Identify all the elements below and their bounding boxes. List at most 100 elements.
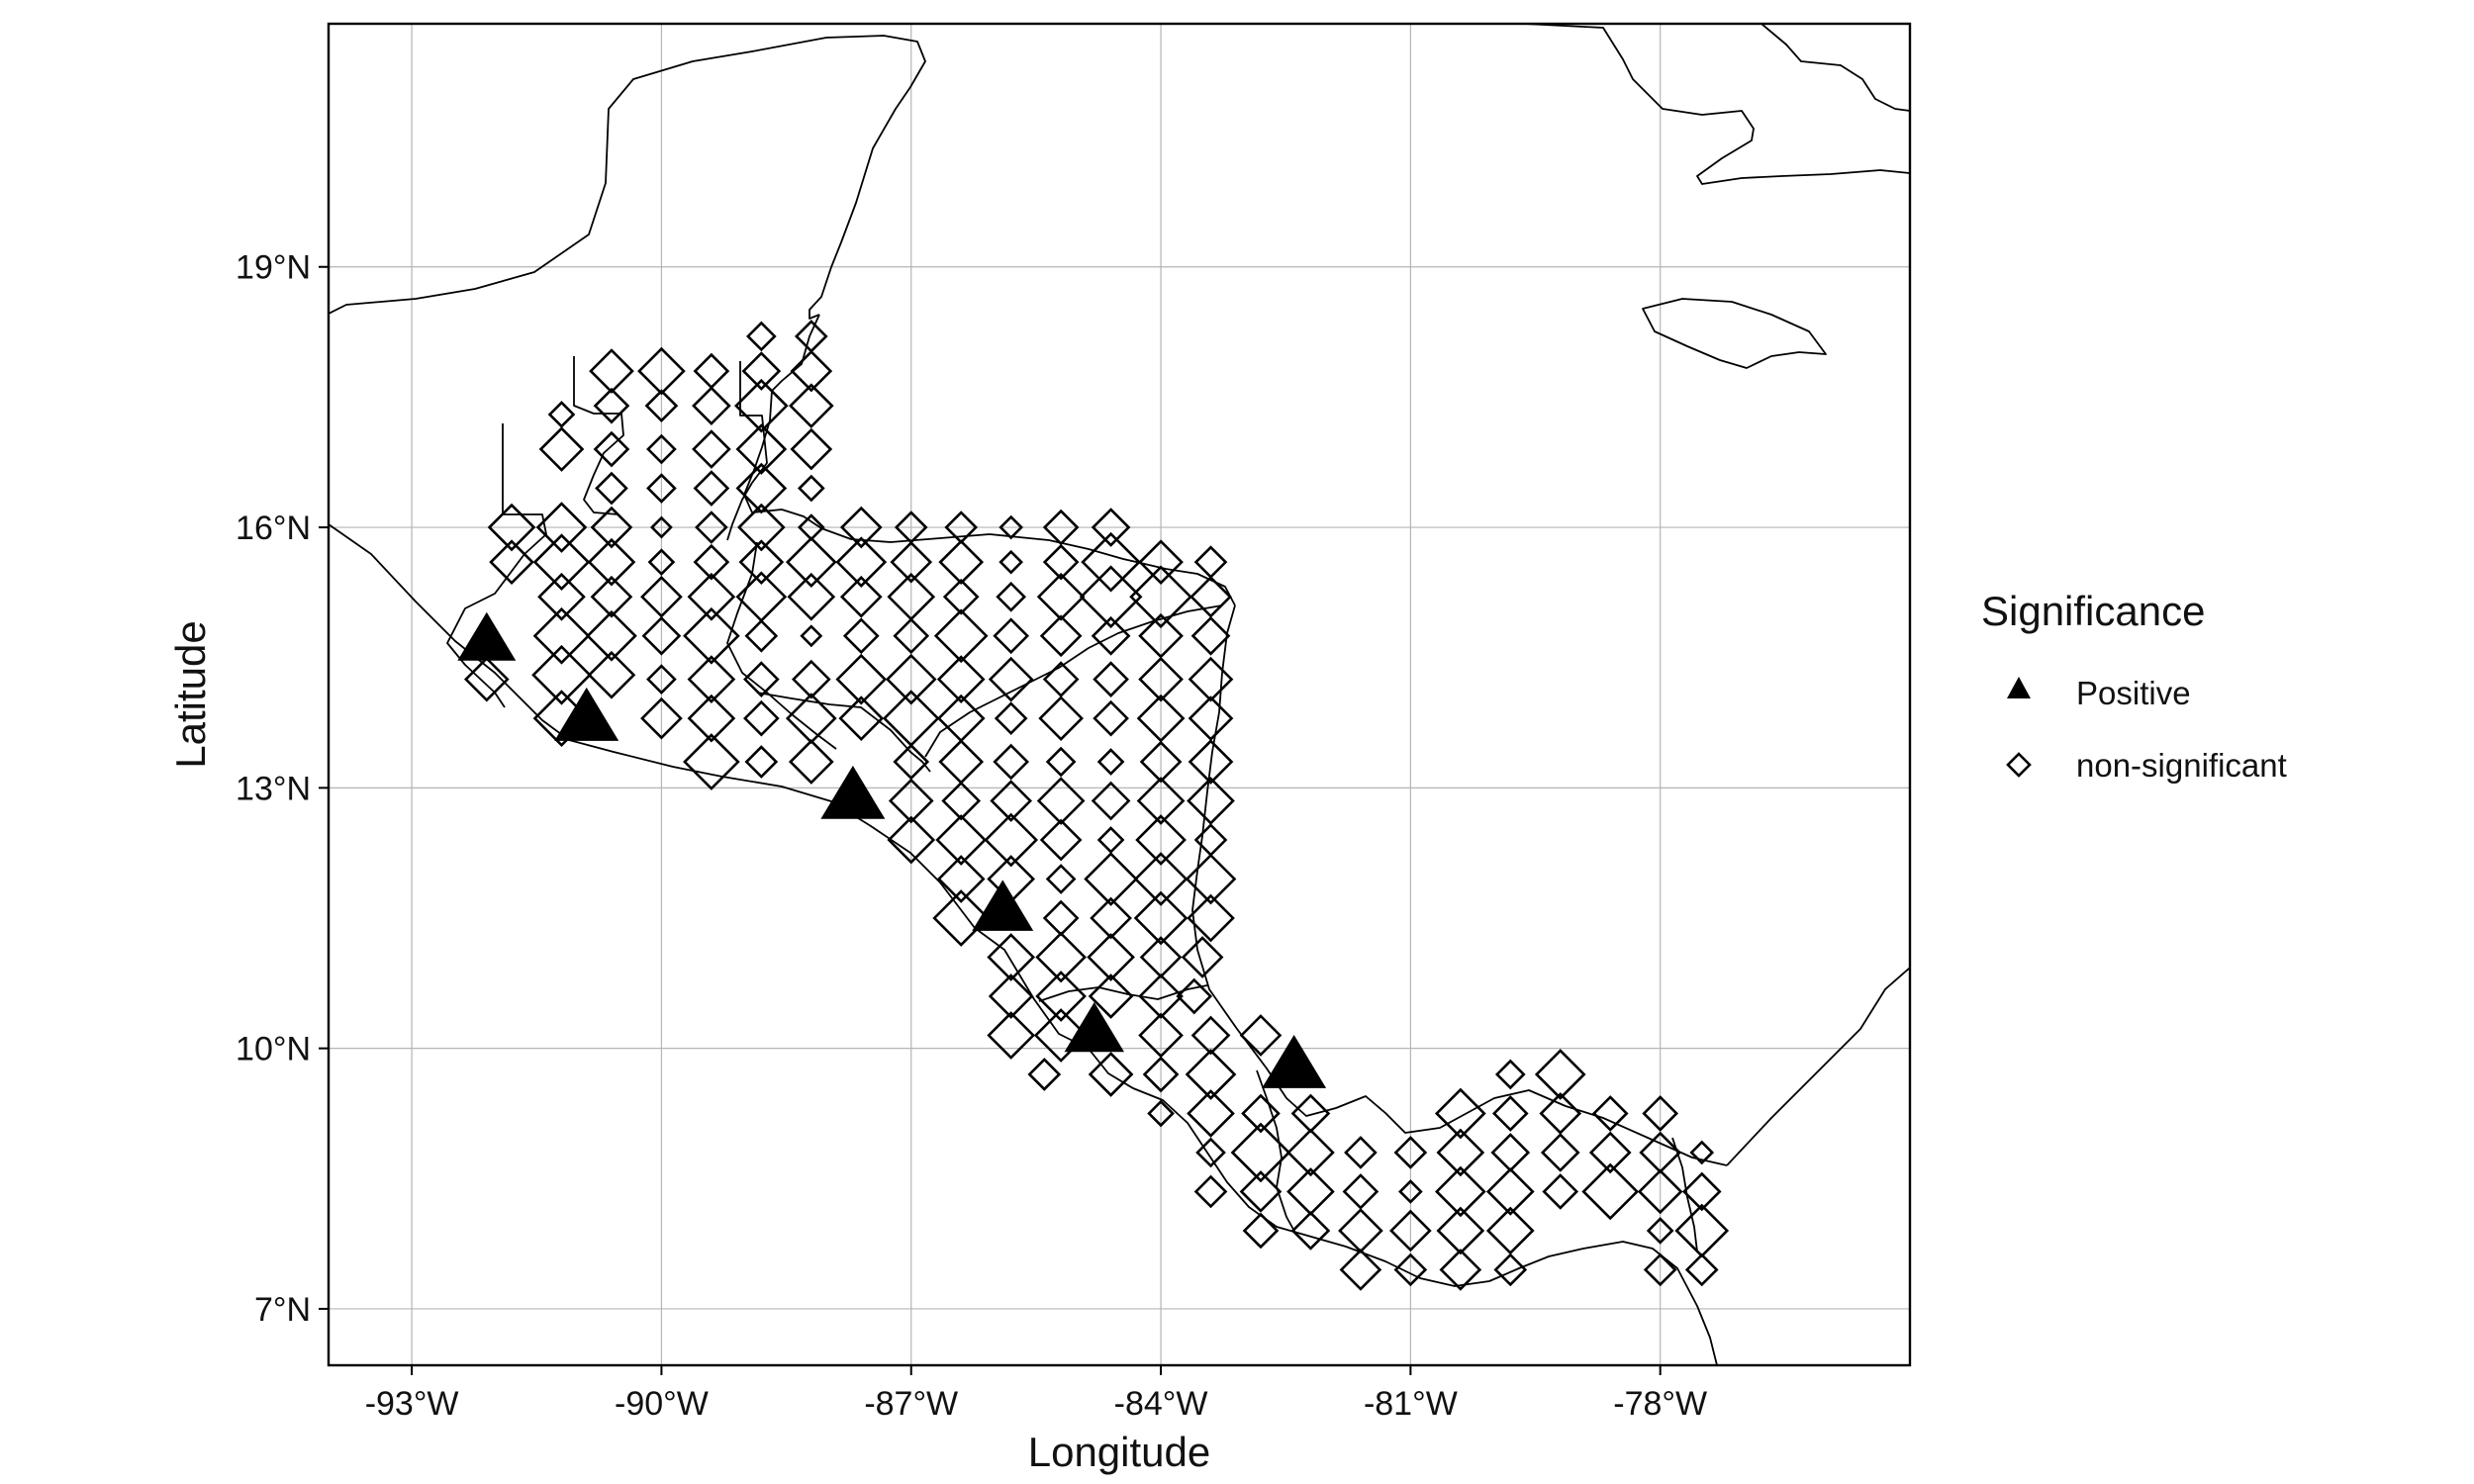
nonsig-diamond-marker [1045, 864, 1077, 894]
nonsig-diamond-marker [734, 378, 789, 433]
y-tick-label: 16°N [236, 510, 311, 547]
nonsig-diamond-marker [1534, 1049, 1586, 1100]
nonsig-diamond-marker [1436, 1206, 1485, 1255]
y-tick-label: 7°N [254, 1291, 311, 1329]
gridlines [329, 24, 1910, 1365]
positive-triangle-marker [554, 687, 619, 741]
y-axis: 7°N 10°N 13°N 16°N 19°N [236, 249, 329, 1329]
nonsig-diamond-marker [647, 548, 676, 576]
nonsig-diamond-marker [788, 739, 834, 785]
nonsig-diamond-marker [1190, 615, 1231, 656]
nonsig-diamond-marker [987, 933, 1036, 981]
nonsig-diamond-marker [1241, 1093, 1281, 1134]
nonsig-diamond-marker [1035, 931, 1087, 983]
nonsig-diamond-marker [687, 655, 736, 703]
nonsig-diamond-marker [1493, 1252, 1528, 1287]
nonsig-diamond-marker [695, 510, 728, 544]
nonsig-diamond-marker [1042, 661, 1080, 697]
nonsig-diamond-marker [1389, 1209, 1432, 1252]
nonsig-diamond-marker [1591, 1095, 1629, 1132]
nonsig-diamond-marker [1485, 1167, 1535, 1216]
nonsig-diamond-marker [1239, 1014, 1283, 1057]
nonsig-diamond-marker [1542, 1173, 1579, 1210]
nonsig-diamond-marker [890, 540, 933, 584]
nonsig-diamond-marker [888, 778, 934, 824]
nonsig-diamond-marker [938, 539, 985, 585]
nonsig-diamond-marker [744, 618, 779, 653]
nonsig-diamond-marker [1135, 814, 1187, 866]
nonsig-diamond-marker [637, 346, 686, 396]
nonsig-diamond-marker [1439, 1249, 1482, 1291]
nonsig-diamond-marker [1035, 971, 1087, 1022]
nonsig-diamond-marker [595, 471, 628, 506]
border-costa-rica-panama [1256, 1069, 1297, 1236]
nonsig-diamond-marker [842, 617, 880, 655]
nonsig-diamond-marker [743, 699, 780, 737]
nonsig-diamond-marker [687, 572, 736, 621]
nonsig-diamond-marker [1187, 777, 1235, 825]
nonsig-diamond-marker [885, 653, 937, 705]
nonsig-diamond-marker [1187, 1089, 1235, 1138]
x-tick-label: -81°W [1364, 1385, 1458, 1423]
nonsig-diamond-marker [1079, 565, 1143, 629]
positive-markers [457, 611, 1327, 1088]
y-tick-label: 19°N [236, 249, 311, 287]
nonsig-diamond-marker [1637, 1168, 1683, 1215]
nonsig-diamond-marker [531, 644, 592, 705]
x-axis: -93°W -90°W -87°W -84°W -81°W -78°W [365, 1365, 1707, 1423]
nonsig-diamond-marker [1096, 826, 1125, 854]
nonsig-diamond-marker [1286, 1128, 1335, 1177]
nonsig-diamond-marker [1393, 1136, 1428, 1169]
y-axis-title: Latitude [167, 620, 214, 768]
yucatan-coast [329, 35, 926, 320]
nonsig-diamond-marker [893, 617, 930, 655]
legend-nonsig-label: non-significant [2076, 747, 2287, 784]
nonsig-diamond-marker [1129, 565, 1192, 629]
nonsig-diamond-marker [941, 781, 982, 821]
nonsig-diamond-marker [1038, 696, 1084, 741]
nonsig-diamond-marker [683, 606, 740, 665]
nonsig-diamond-marker [797, 474, 825, 503]
positive-triangle-marker [1262, 1034, 1327, 1088]
cuba-coast [1523, 24, 1910, 185]
nonsig-diamond-marker [1434, 1087, 1486, 1140]
nonsig-diamond-marker [790, 349, 833, 393]
y-tick-label: 10°N [236, 1031, 311, 1068]
nonsig-diamond-marker [1239, 1170, 1283, 1213]
nonsig-diamond-marker [788, 383, 834, 429]
nonsig-diamond-marker [1042, 543, 1080, 581]
south-america-coast [1726, 967, 1910, 1166]
nonsig-diamond-marker [988, 656, 1034, 702]
legend-positive-label: Positive [2076, 675, 2191, 711]
nonsig-diamond-marker [1036, 572, 1086, 621]
nonsig-diamond-marker [1096, 748, 1125, 776]
nonsig-diamond-marker [646, 433, 677, 465]
nonsig-diamond-marker [1147, 1099, 1175, 1128]
nonsig-diamond-marker [1138, 656, 1184, 702]
nonsig-diamond-marker [800, 624, 823, 648]
nonsig-diamond-marker [790, 427, 833, 471]
nonsig-diamond-marker [1539, 1092, 1582, 1135]
nonsig-diamond-marker [640, 696, 683, 740]
nonsig-diamond-marker [794, 320, 828, 353]
nonsig-diamond-marker [984, 812, 1039, 868]
nonsig-diamond-marker [532, 606, 591, 665]
nonsig-diamond-marker [1436, 1128, 1485, 1177]
nonsig-diamond-marker [1494, 1059, 1526, 1090]
nonsig-diamond-marker [590, 575, 633, 618]
nonsig-diamond-marker [996, 581, 1027, 612]
nonsig-diamond-marker [993, 743, 1030, 781]
nonsig-diamond-marker [644, 389, 679, 423]
nonsig-diamond-marker [1188, 739, 1234, 785]
nonsig-diamond-marker [1081, 531, 1141, 593]
nonsig-diamond-marker [589, 348, 634, 394]
nonsig-diamond-marker [1091, 781, 1131, 821]
nonsig-diamond-marker [646, 664, 677, 695]
x-tick-label: -78°W [1613, 1385, 1707, 1423]
nonsig-diamond-marker [537, 572, 586, 621]
nonsig-diamond-marker [887, 815, 936, 865]
nonsig-diamond-marker [1039, 818, 1083, 862]
nonsig-diamond-marker [1176, 977, 1213, 1015]
nonsig-diamond-marker [693, 470, 730, 507]
nonsig-diamond-marker [735, 462, 788, 514]
